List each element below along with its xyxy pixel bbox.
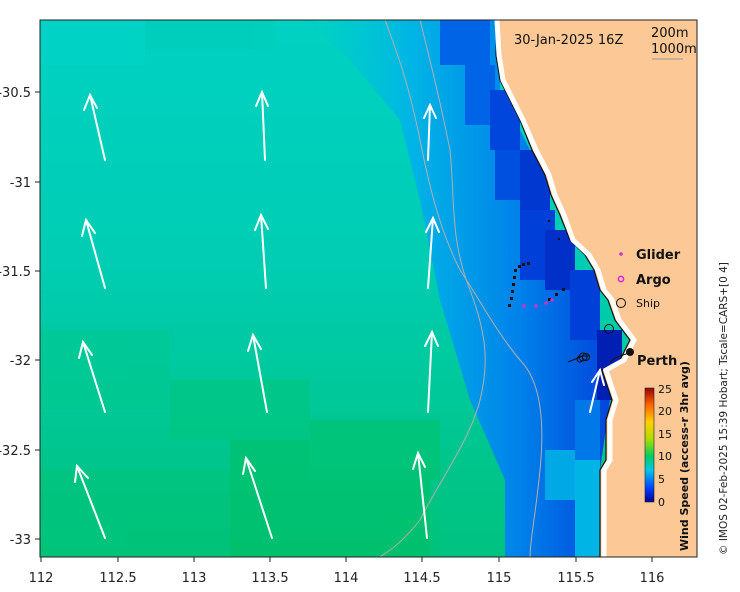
x-tick-label: 113 — [182, 571, 207, 586]
ship-tracks — [567, 324, 631, 363]
x-tick-label: 112.5 — [99, 571, 136, 586]
colorbar-title: Wind Speed (access-r 3hr avg) — [678, 361, 691, 551]
x-tick-label: 114.5 — [403, 571, 440, 586]
perth-marker — [626, 348, 634, 356]
x-tick-label: 116 — [640, 571, 665, 586]
x-tick-marks — [40, 557, 653, 562]
wind-vectors — [74, 89, 605, 539]
wind-arrow — [424, 329, 439, 413]
wind-arrow — [74, 463, 106, 539]
argo-legend-label: Argo — [636, 273, 671, 288]
y-tick-label: -32.5 — [0, 444, 31, 459]
colorbar-ticks: 0 5 10 15 20 25 — [658, 383, 672, 509]
glider-positions — [522, 298, 554, 308]
plot-frame — [39, 19, 698, 558]
coastal-strip — [494, 20, 637, 557]
x-tick-label: 114 — [334, 571, 359, 586]
glider-track — [508, 220, 565, 307]
y-axis-labels: -30.5 -31 -31.5 -32 -32.5 -33 — [0, 86, 31, 548]
y-tick-label: -31.5 — [0, 265, 31, 280]
colorbar-tick: 0 — [658, 496, 665, 509]
x-tick-label: 115.5 — [557, 571, 594, 586]
y-tick-label: -30.5 — [0, 86, 31, 101]
contour-1000m — [379, 20, 486, 557]
y-tick-label: -32 — [10, 354, 31, 369]
colorbar — [644, 387, 655, 503]
wind-arrow — [254, 212, 269, 289]
glider-legend-label: Glider — [636, 248, 681, 263]
wind-arrow — [412, 450, 428, 539]
x-tick-label: 115 — [487, 571, 512, 586]
colorbar-tick: 25 — [658, 383, 672, 396]
wind-arrow — [247, 332, 268, 413]
wind-arrow — [423, 102, 437, 161]
y-tick-label: -33 — [10, 533, 31, 548]
wind-arrow — [81, 217, 106, 289]
wind-arrow — [255, 89, 269, 161]
y-tick-marks — [35, 91, 40, 540]
argo-legend-marker — [617, 275, 625, 283]
wind-arrow — [83, 92, 106, 161]
wind-speed-cells — [40, 20, 510, 557]
timestamp-label: 30-Jan-2025 16Z — [514, 33, 623, 48]
coastline — [495, 20, 631, 557]
ship-legend-marker — [616, 298, 626, 308]
wind-arrow — [589, 367, 605, 413]
x-axis-labels: 112 112.5 113 113.5 114 114.5 115 115.5 … — [29, 571, 665, 586]
wind-arrow — [242, 455, 273, 539]
x-tick-label: 112 — [29, 571, 54, 586]
x-tick-label: 113.5 — [251, 571, 288, 586]
y-tick-label: -31 — [10, 176, 31, 191]
contour-label-200m: 200m — [651, 26, 688, 41]
credit-line: © IMOS 02-Feb-2025 15:39 Hobart; Tscale=… — [718, 262, 730, 555]
colorbar-tick: 10 — [658, 450, 672, 463]
wind-arrow — [78, 339, 106, 413]
glider-legend-marker — [619, 252, 623, 256]
contour-label-1000m: 1000m — [651, 42, 697, 57]
nearshore-field — [305, 20, 610, 557]
city-label-perth: Perth — [637, 354, 677, 369]
colorbar-tick: 20 — [658, 405, 672, 418]
plot-area — [40, 20, 697, 557]
contour-200m — [384, 20, 543, 557]
colorbar-tick: 5 — [658, 473, 665, 486]
ship-legend-label: Ship — [636, 297, 660, 310]
wind-arrow — [425, 215, 440, 289]
colorbar-tick: 15 — [658, 428, 672, 441]
